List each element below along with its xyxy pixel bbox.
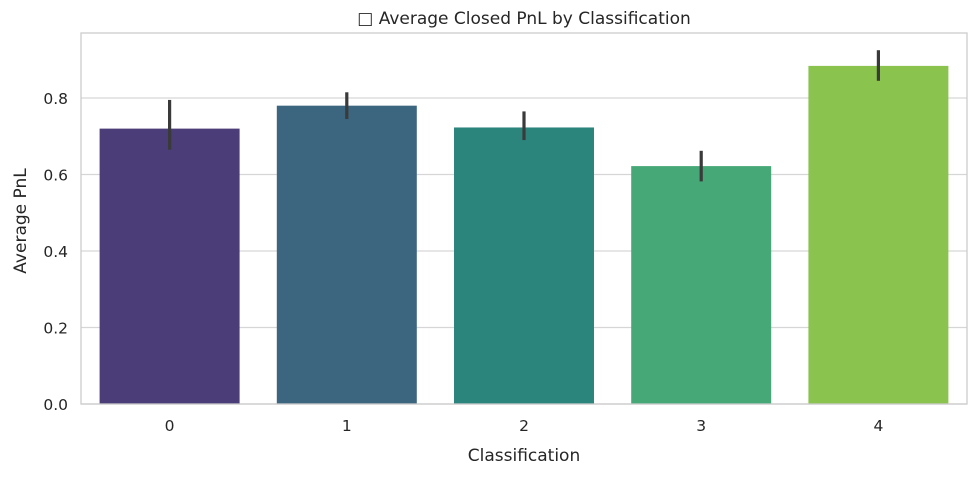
x-tick-label: 3: [696, 417, 706, 435]
bars: [99, 65, 949, 404]
x-tick-label: 2: [519, 417, 529, 435]
chart-title: □ Average Closed PnL by Classification: [357, 9, 691, 29]
bar-2: [454, 127, 594, 404]
x-tick-label: 0: [165, 417, 175, 435]
bar-4: [808, 65, 949, 404]
y-axis-label: Average PnL: [11, 168, 31, 274]
bar-3: [631, 166, 772, 404]
y-ticks: 0.0 0.2 0.4 0.6 0.8: [43, 90, 68, 414]
y-tick-label: 0.6: [43, 167, 68, 185]
x-tick-label: 4: [873, 417, 883, 435]
y-tick-label: 0.2: [43, 320, 68, 338]
error-bars: [168, 50, 881, 182]
x-ticks: 0 1 2 3 4: [165, 417, 884, 435]
plot-frame: [80, 32, 968, 405]
x-axis-label: Classification: [468, 446, 580, 466]
y-tick-label: 0.0: [43, 396, 68, 414]
y-tick-label: 0.8: [43, 90, 68, 108]
bar-0: [99, 128, 240, 404]
y-tick-label: 0.4: [43, 243, 68, 261]
bar-1: [276, 105, 417, 404]
x-tick-label: 1: [342, 417, 352, 435]
